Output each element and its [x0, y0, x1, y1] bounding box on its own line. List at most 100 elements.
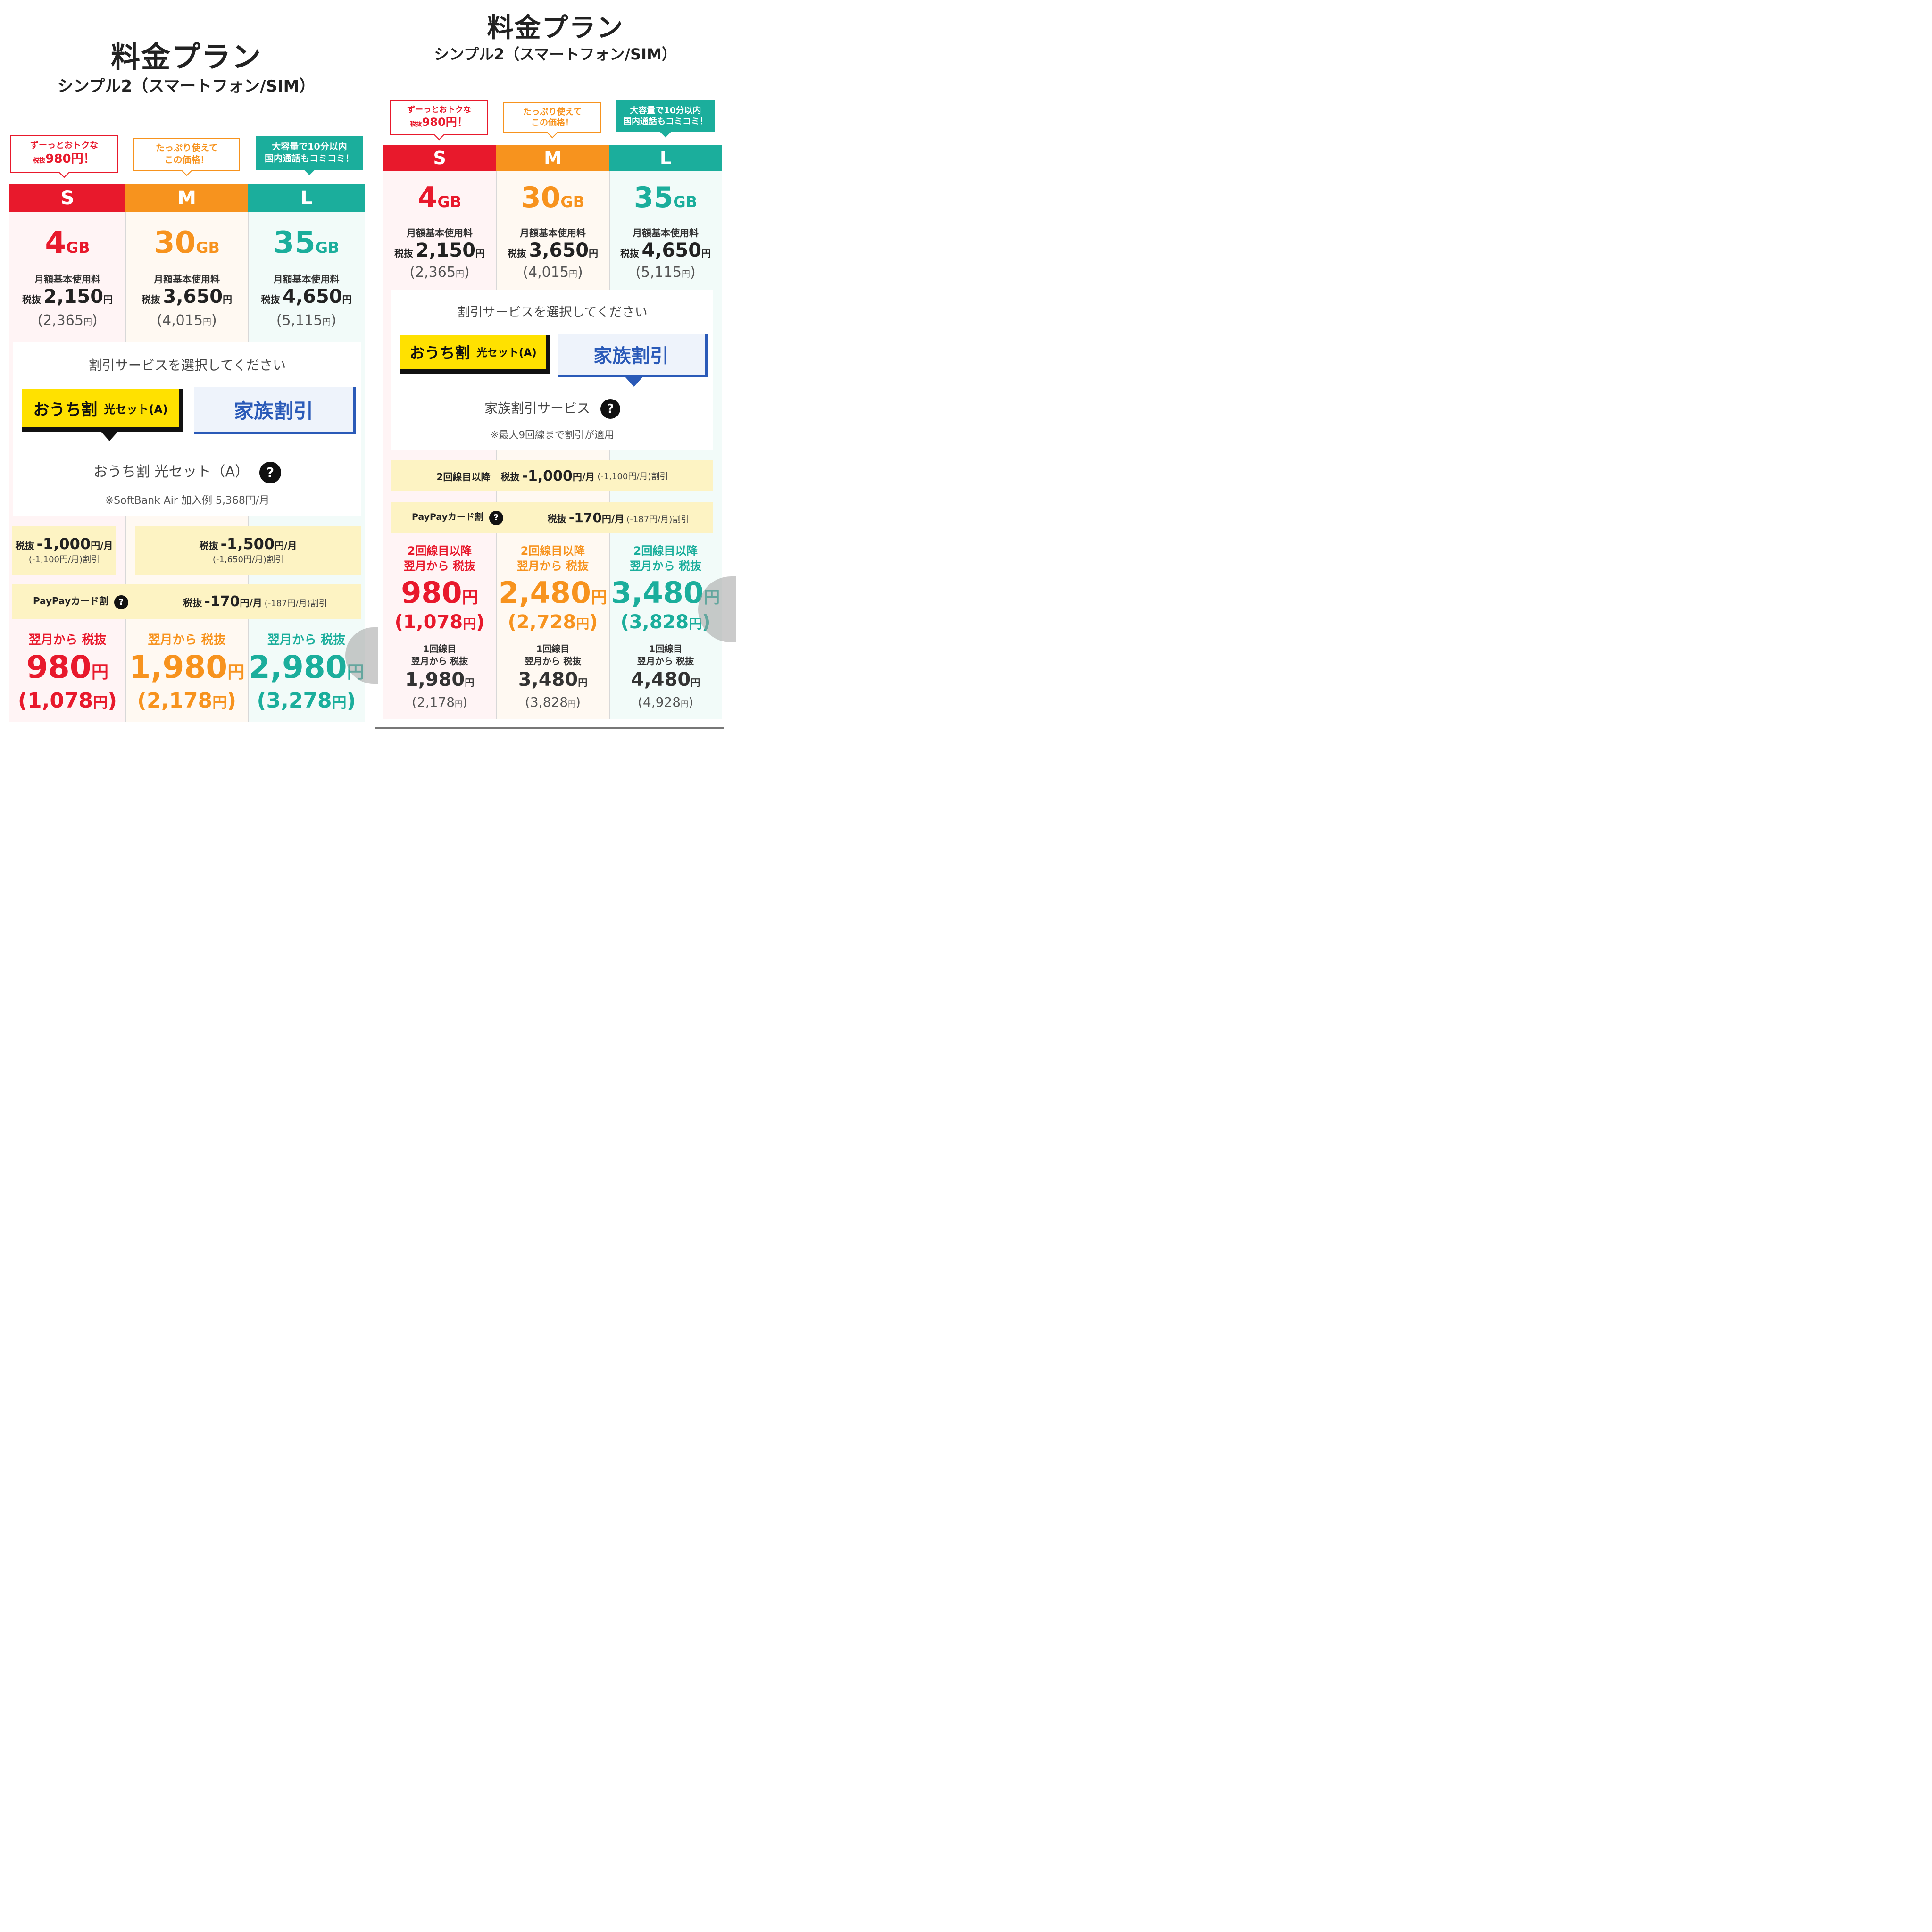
- paypay-label: PayPayカード割: [411, 512, 484, 523]
- plan-s-fee: 税抜 2,150円: [394, 240, 485, 261]
- discount-sub: (-1,100円/月)割引: [597, 472, 668, 482]
- bubble-m-line1: たっぷり使えて: [523, 107, 582, 117]
- final-l: 翌月から 税抜 2,980円 (3,278円): [248, 623, 365, 722]
- plan-l-fee-inc: (5,115円): [635, 264, 696, 281]
- bubble-s: ずーっとおトクな 税抜980円！: [10, 135, 118, 173]
- final-price: 980円: [401, 575, 478, 610]
- final-m: 翌月から 税抜 1,980円 (2,178円): [125, 623, 248, 722]
- first-line-price: 1,980円: [405, 669, 475, 691]
- bubble-l: 大容量で10分以内 国内通話もコミコミ！: [256, 136, 363, 170]
- discount-s: 税抜 -1,000円/月 (-1,100円/月)割引: [12, 526, 116, 575]
- bubble-s: ずーっとおトクな 税抜980円！: [390, 100, 488, 135]
- select-prompt: 割引サービスを選択してください: [457, 305, 648, 320]
- plan-s: 4GB 月額基本使用料 税抜 2,150円 (2,365円): [383, 171, 496, 289]
- ouchi-discount-button[interactable]: おうち割 光セット(A): [22, 389, 183, 432]
- plan-l-header[interactable]: L: [248, 184, 365, 212]
- service-note: ※最大9回線まで割引が適用: [491, 429, 614, 441]
- plan-s-fee-inc: (2,365円): [409, 264, 470, 281]
- fee-label: 月額基本使用料: [34, 274, 100, 285]
- plan-m-header[interactable]: M: [125, 184, 248, 212]
- plan-m-fee: 税抜 3,650円: [141, 286, 233, 308]
- discount-s-sub: (-1,100円/月)割引: [28, 555, 100, 565]
- final-inc: (1,078円): [394, 611, 485, 633]
- ouchi-button-label: おうち割: [33, 400, 98, 419]
- paypay-discount: PayPayカード割? 税抜 -170円/月 (-187円/月)割引: [391, 502, 713, 533]
- fee-label: 月額基本使用料: [407, 227, 473, 239]
- plan-l-fee-inc: (5,115円): [276, 312, 337, 329]
- discount-prefix: 2回線目以降: [436, 471, 491, 483]
- plan-m-fee-inc: (4,015円): [523, 264, 583, 281]
- family-discount-button[interactable]: 家族割引: [558, 334, 708, 377]
- bubble-m-line1: たっぷり使えて: [155, 143, 218, 154]
- final-s: 翌月から 税抜 980円 (1,078円): [9, 623, 125, 722]
- plan-s-header[interactable]: S: [383, 145, 496, 171]
- first-line-label: 1回線目 翌月から 税抜: [411, 644, 468, 666]
- plan-l-header[interactable]: L: [609, 145, 722, 171]
- fee-label: 月額基本使用料: [154, 274, 220, 285]
- select-prompt: 割引サービスを選択してください: [88, 358, 286, 373]
- final-price: 2,480円: [498, 575, 608, 610]
- plan-l-data: 35GB: [273, 225, 340, 260]
- page-subtitle: シンプル2（スマートフォン/SIM）: [434, 45, 677, 63]
- first-line-inc: (2,178円): [411, 694, 468, 710]
- final-label: 翌月から 税抜: [267, 633, 346, 647]
- plan-m: 30GB 月額基本使用料 税抜 3,650円 (4,015円): [496, 171, 609, 289]
- help-icon[interactable]: ?: [114, 595, 129, 609]
- final-label: 2回線目以降 翌月から 税抜: [516, 544, 589, 573]
- service-name-row: おうち割 光セット（A）?: [13, 460, 361, 483]
- plan-s-header[interactable]: S: [9, 184, 125, 212]
- selected-pointer: [101, 432, 118, 441]
- final-label: 翌月から 税抜: [28, 633, 107, 647]
- plan-m-header[interactable]: M: [496, 145, 609, 171]
- first-line-label: 1回線目 翌月から 税抜: [524, 644, 582, 666]
- help-icon[interactable]: ?: [489, 510, 504, 525]
- plan-l: 35GB 月額基本使用料 税抜 4,650円 (5,115円): [609, 171, 722, 289]
- fee-label: 月額基本使用料: [273, 274, 340, 285]
- bubble-s-line1: ずーっとおトクな: [30, 141, 98, 151]
- bubble-s-line1: ずーっとおトクな: [407, 105, 471, 115]
- selected-pointer: [625, 377, 642, 387]
- final-inc: (3,278円): [257, 689, 356, 713]
- final-price: 1,980円: [129, 649, 245, 685]
- discount-ml: 税抜 -1,500円/月 (-1,650円/月)割引: [135, 526, 361, 575]
- bubble-s-line2: 980円！: [45, 151, 96, 166]
- bubble-s-prefix: 税抜: [33, 157, 46, 165]
- paypay-sub: (-187円/月)割引: [626, 514, 690, 525]
- final-label: 2回線目以降 翌月から 税抜: [629, 544, 702, 573]
- plan-l-fee: 税抜 4,650円: [620, 240, 711, 261]
- left-panel: 料金プラン シンプル2（スマートフォン/SIM） ずーっとおトクな 税抜980円…: [0, 0, 378, 736]
- final-inc: (1,078円): [17, 689, 117, 713]
- bubble-s-prefix: 税抜: [410, 121, 422, 128]
- ouchi-button-sub: 光セット(A): [476, 347, 537, 359]
- bubble-l-line1: 大容量で10分以内: [630, 105, 701, 116]
- page-title: 料金プラン: [110, 40, 262, 74]
- plan-l-data: 35GB: [633, 181, 698, 214]
- right-panel: 料金プラン シンプル2（スマートフォン/SIM） ずーっとおトクな 税抜980円…: [375, 0, 736, 736]
- final-inc: (2,178円): [137, 689, 237, 713]
- discount-selector: 割引サービスを選択してください おうち割 光セット(A) 家族割引 おうち割 光セ…: [13, 342, 361, 516]
- paypay-discount: PayPayカード割? 税抜 -170円/月 (-187円/月)割引: [12, 584, 361, 619]
- paypay-label: PayPayカード割: [33, 595, 109, 607]
- bottom-rule: [375, 727, 724, 729]
- family-discount-button[interactable]: 家族割引: [194, 387, 356, 434]
- bubble-m-line2: この価格！: [164, 155, 209, 165]
- paypay-sub: (-187円/月)割引: [264, 598, 327, 608]
- plan-s-fee-inc: (2,365円): [37, 312, 98, 329]
- page-subtitle: シンプル2（スマートフォン/SIM）: [57, 77, 316, 96]
- discount-selector: 割引サービスを選択してください おうち割 光セット(A) 家族割引 家族割引サービ…: [391, 290, 713, 450]
- help-icon[interactable]: ?: [259, 461, 282, 483]
- fee-label: 月額基本使用料: [633, 227, 699, 239]
- final-label: 翌月から 税抜: [148, 633, 226, 647]
- final-price: 2,980円: [248, 649, 364, 685]
- fee-label: 月額基本使用料: [520, 227, 586, 239]
- plan-m: 30GB 月額基本使用料 税抜 3,650円 (4,015円): [125, 212, 248, 340]
- ouchi-discount-button[interactable]: おうち割 光セット(A): [400, 335, 550, 374]
- bubble-m-line2: この価格！: [531, 118, 574, 128]
- final-price: 980円: [26, 649, 109, 685]
- plan-m-fee: 税抜 3,650円: [507, 240, 599, 261]
- first-line-price: 3,480円: [518, 669, 588, 691]
- final-label: 2回線目以降 翌月から 税抜: [403, 544, 476, 573]
- help-icon[interactable]: ?: [600, 399, 620, 419]
- service-name: 家族割引サービス: [484, 400, 590, 416]
- final-s: 2回線目以降 翌月から 税抜 980円 (1,078円) 1回線目 翌月から 税抜 …: [383, 538, 496, 719]
